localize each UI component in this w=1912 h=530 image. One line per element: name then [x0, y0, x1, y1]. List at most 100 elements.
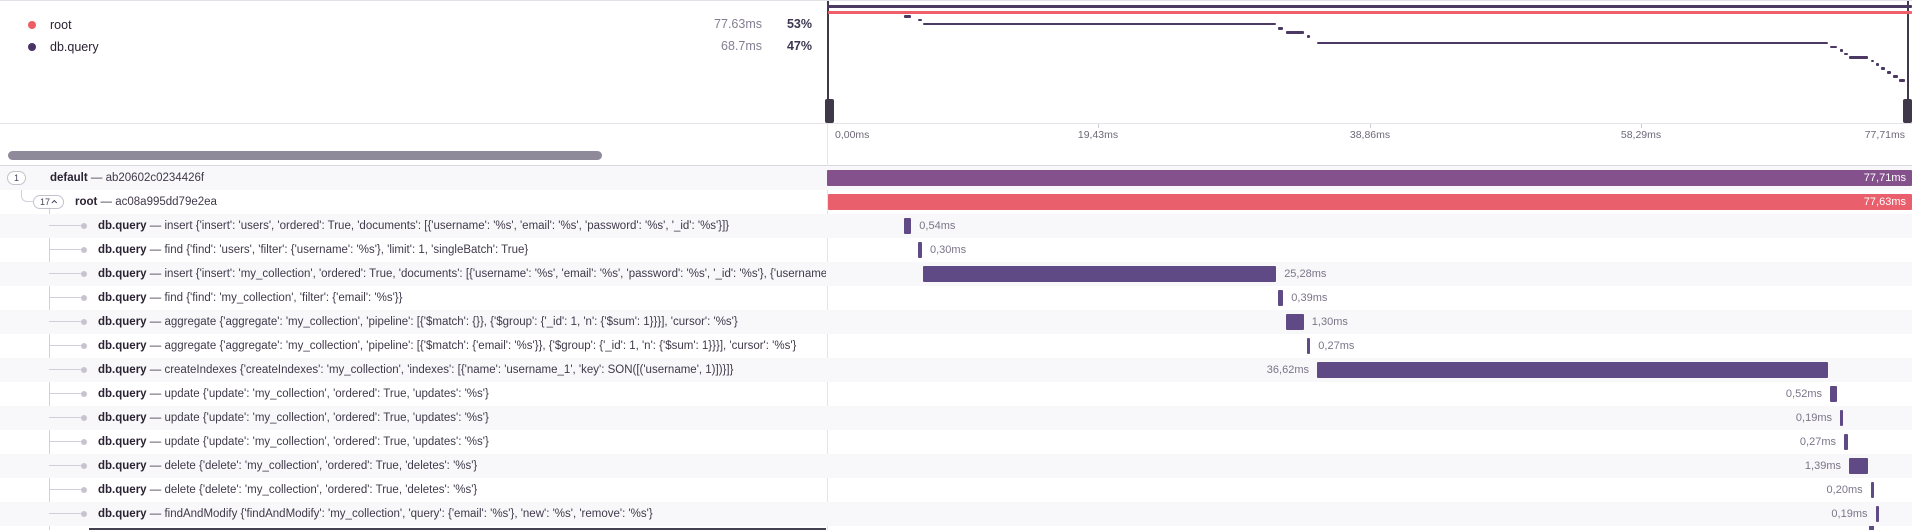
span-row[interactable]: db.query — insert {'insert': 'my_collect… [0, 262, 1912, 286]
span-row-bar-cell[interactable]: 0,19ms [827, 502, 1912, 526]
span-row[interactable]: 1 default — ab20602c0234426f 77,71ms [0, 166, 1912, 190]
span-description: db.query — delete {'delete': 'my_collect… [98, 478, 477, 502]
legend-color-dot [28, 43, 36, 51]
span-row-label-cell[interactable]: db.query — update {'update': 'my_collect… [0, 430, 826, 454]
minimap-right-handle-line[interactable] [1907, 1, 1909, 101]
span-duration-bar[interactable] [1870, 482, 1874, 498]
axis-tick-label: 38,86ms [1349, 129, 1391, 141]
minimap-right-handle-grip[interactable] [1903, 99, 1912, 123]
span-row-bar-cell[interactable]: 77,63ms [827, 190, 1912, 214]
span-description: db.query — update {'update': 'my_collect… [98, 382, 489, 406]
span-duration-bar[interactable] [1844, 434, 1848, 450]
tree-connector [49, 273, 82, 274]
span-duration-bar[interactable] [903, 218, 912, 234]
span-row-label-cell[interactable]: db.query — insert {'insert': 'my_collect… [0, 262, 826, 286]
span-row-bar-cell[interactable]: 0,54ms [827, 214, 1912, 238]
op-separator: — [87, 172, 106, 184]
span-duration-bar[interactable] [1306, 338, 1311, 354]
span-duration-bar[interactable]: 77,71ms [827, 170, 1912, 186]
span-duration-bar[interactable]: 77,63ms [828, 194, 1912, 210]
span-row-bar-cell[interactable]: 0,19ms [827, 406, 1912, 430]
span-row-label-cell[interactable]: db.query — createIndexes {'createIndexes… [0, 358, 826, 382]
span-duration-bar[interactable] [1830, 386, 1838, 402]
span-row[interactable]: db.query — aggregate {'aggregate': 'my_c… [0, 334, 1912, 358]
op-separator: — [146, 436, 165, 448]
span-op: db.query [98, 244, 147, 256]
span-duration-bar[interactable] [1875, 506, 1879, 522]
span-row-bar-cell[interactable]: 25,28ms [827, 262, 1912, 286]
span-row-bar-cell[interactable]: 1,30ms [827, 310, 1912, 334]
span-row[interactable]: 17 root — ac08a995dd79e2ea 77,63ms [0, 190, 1912, 214]
expand-collapse-badge[interactable]: 17 [33, 195, 65, 209]
span-row[interactable]: db.query — update {'update': 'my_collect… [0, 430, 1912, 454]
span-row-bar-cell[interactable]: 0,52ms [827, 382, 1912, 406]
span-duration-label: 77,63ms [1863, 196, 1906, 208]
span-description: db.query — aggregate {'aggregate': 'my_c… [98, 310, 738, 334]
span-row-label-cell[interactable]: db.query — update {'update': 'my_collect… [0, 382, 826, 406]
span-row-label-cell[interactable]: db.query — find {'find': 'users', 'filte… [0, 238, 826, 262]
span-duration-bar[interactable] [1849, 458, 1869, 474]
span-row-bar-cell[interactable]: 0,30ms [827, 238, 1912, 262]
span-row-label-cell[interactable]: db.query — insert {'insert': 'users', 'o… [0, 214, 826, 238]
axis-tick-label: 0,00ms [835, 129, 870, 141]
span-row-label-cell[interactable]: db.query — delete {'delete': 'my_collect… [0, 454, 826, 478]
span-row-bar-cell[interactable]: 36,62ms [827, 358, 1912, 382]
span-duration-bar[interactable] [1317, 362, 1828, 378]
span-row[interactable]: db.query — aggregate {'aggregate': 'my_c… [0, 310, 1912, 334]
op-separator: — [146, 316, 165, 328]
span-row-label-cell[interactable]: db.query — aggregate {'aggregate': 'my_c… [0, 310, 826, 334]
span-row-partial[interactable] [0, 526, 1912, 530]
tree-bullet-icon [81, 367, 87, 373]
span-desc-text: aggregate {'aggregate': 'my_collection',… [164, 340, 797, 352]
minimap-span [1317, 41, 1828, 44]
span-row[interactable]: db.query — insert {'insert': 'users', 'o… [0, 214, 1912, 238]
op-separator: — [146, 268, 165, 280]
trace-minimap[interactable] [825, 1, 1912, 123]
horizontal-scrollbar-thumb[interactable] [8, 151, 602, 160]
span-row[interactable]: db.query — delete {'delete': 'my_collect… [0, 478, 1912, 502]
span-row-bar-cell[interactable]: 1,39ms [827, 454, 1912, 478]
span-row-label-cell[interactable]: db.query — update {'update': 'my_collect… [0, 406, 826, 430]
span-row-bar-cell[interactable]: 77,71ms [827, 166, 1912, 190]
span-row-label-cell[interactable]: 1 default — ab20602c0234426f [0, 166, 826, 190]
span-row-bar-cell[interactable]: 0,27ms [827, 334, 1912, 358]
minimap-left-handle-grip[interactable] [825, 99, 834, 123]
span-duration-bar[interactable] [1277, 290, 1284, 306]
span-duration-bar[interactable] [1840, 410, 1843, 426]
span-row-label-cell[interactable]: db.query — delete {'delete': 'my_collect… [0, 478, 826, 502]
span-row-label-cell[interactable]: db.query — find {'find': 'my_collection'… [0, 286, 826, 310]
span-duration-bar[interactable] [923, 266, 1277, 282]
minimap-span [1875, 63, 1879, 66]
tree-bullet-icon [81, 415, 87, 421]
axis-tick-label: 77,71ms [1864, 129, 1905, 141]
span-row-bar-cell[interactable]: 0,27ms [827, 430, 1912, 454]
span-description: root — ac08a995dd79e2ea [75, 190, 217, 214]
partial-span-bar [1869, 526, 1874, 530]
span-row-label-cell[interactable]: db.query — findAndModify {'findAndModify… [0, 502, 826, 526]
span-row[interactable]: db.query — createIndexes {'createIndexes… [0, 358, 1912, 382]
minimap-span [828, 10, 1912, 14]
span-row[interactable]: db.query — delete {'delete': 'my_collect… [0, 454, 1912, 478]
span-row-bar-cell[interactable]: 0,39ms [827, 286, 1912, 310]
span-description: db.query — update {'update': 'my_collect… [98, 406, 489, 430]
span-description: db.query — findAndModify {'findAndModify… [98, 502, 653, 526]
legend-item-db.query[interactable]: db.query [28, 37, 328, 57]
span-duration-bar[interactable] [1285, 314, 1304, 330]
span-desc-text: find {'find': 'users', 'filter': {'usern… [164, 244, 529, 256]
legend-item-root[interactable]: root [28, 15, 328, 35]
minimap-left-handle-line[interactable] [827, 1, 829, 101]
span-row-bar-cell[interactable]: 0,20ms [827, 478, 1912, 502]
span-row[interactable]: db.query — find {'find': 'users', 'filte… [0, 238, 1912, 262]
span-desc-text: update {'update': 'my_collection', 'orde… [164, 388, 489, 400]
chevron-up-icon [51, 199, 58, 206]
span-duration-bar[interactable] [917, 242, 922, 258]
span-row[interactable]: db.query — update {'update': 'my_collect… [0, 406, 1912, 430]
span-row[interactable]: db.query — findAndModify {'findAndModify… [0, 502, 1912, 526]
span-row[interactable]: db.query — update {'update': 'my_collect… [0, 382, 1912, 406]
child-count-badge[interactable]: 1 [7, 171, 27, 185]
rows-top-divider [0, 165, 1912, 166]
span-row-label-cell[interactable]: db.query — aggregate {'aggregate': 'my_c… [0, 334, 826, 358]
span-row[interactable]: db.query — find {'find': 'my_collection'… [0, 286, 1912, 310]
span-row-label-cell[interactable]: 17 root — ac08a995dd79e2ea [0, 190, 826, 214]
op-separator: — [146, 460, 165, 472]
